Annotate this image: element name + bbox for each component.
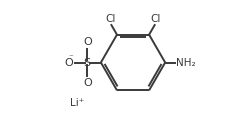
- Text: O: O: [83, 37, 92, 47]
- Text: ⁻: ⁻: [68, 53, 73, 62]
- Text: Cl: Cl: [106, 14, 116, 24]
- Text: NH₂: NH₂: [176, 58, 195, 68]
- Text: O: O: [83, 78, 92, 88]
- Text: O: O: [64, 58, 73, 68]
- Text: S: S: [84, 58, 91, 68]
- Text: Li⁺: Li⁺: [70, 98, 84, 108]
- Text: Cl: Cl: [150, 14, 160, 24]
